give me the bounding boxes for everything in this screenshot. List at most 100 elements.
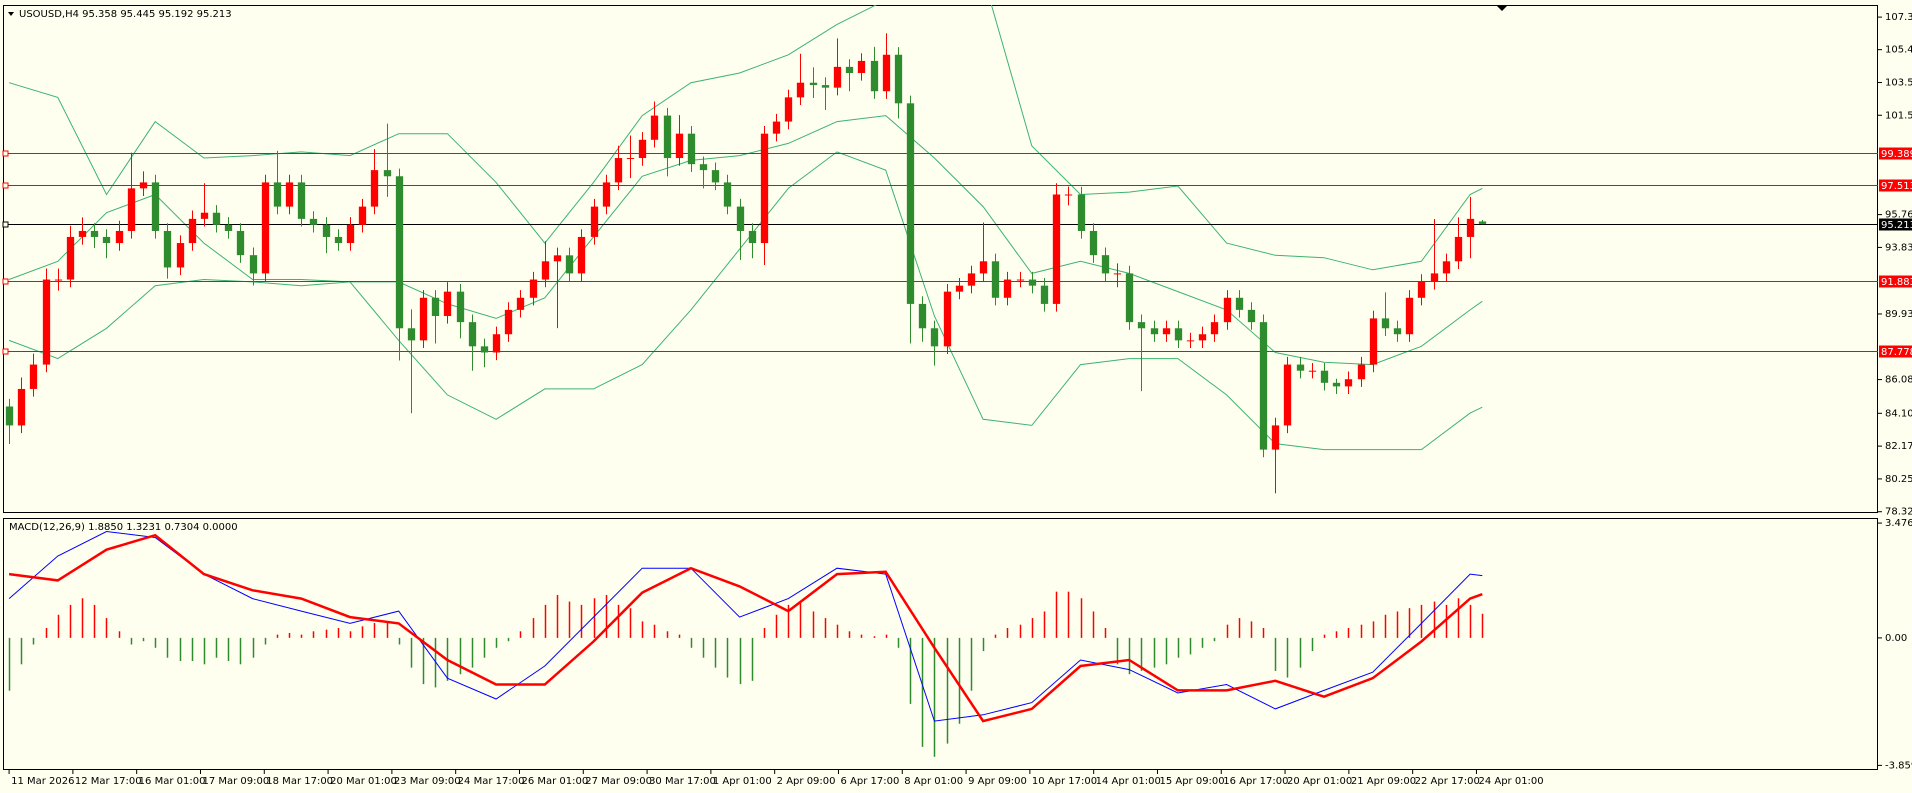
x-tick-label: 21 Apr 09:00: [1351, 776, 1416, 787]
candle-body: [930, 328, 939, 347]
x-tick-label: 2 Apr 09:00: [777, 776, 836, 787]
level-marker: [2, 150, 9, 157]
x-tick-label: 14 Apr 01:00: [1096, 776, 1161, 787]
candle-body: [553, 255, 562, 262]
candle-body: [1369, 318, 1378, 365]
candle-body: [1247, 309, 1256, 323]
candle-body: [1210, 322, 1219, 335]
candle-body: [504, 309, 513, 335]
candle-body: [346, 224, 355, 244]
menu-arrow: [8, 12, 14, 16]
candle-body: [273, 182, 282, 207]
candle-body: [1028, 279, 1037, 286]
candle-body: [1223, 297, 1232, 323]
candle-body: [1162, 328, 1171, 335]
level-marker: [2, 348, 9, 355]
candle-body: [1417, 281, 1426, 298]
candle-body: [1344, 379, 1353, 387]
candle-body: [1150, 328, 1159, 335]
candle-body: [1454, 236, 1463, 262]
candle-body: [1052, 194, 1061, 304]
candle-body: [602, 182, 611, 207]
level-marker: [2, 182, 9, 189]
candle-body: [29, 364, 38, 389]
candle-body: [663, 115, 672, 159]
candle-body: [711, 170, 720, 183]
candle-body: [1003, 279, 1012, 298]
candle-body: [1283, 364, 1292, 426]
candle-body: [188, 218, 197, 244]
level-label: 91.883: [1881, 277, 1912, 288]
candle-body: [626, 158, 635, 160]
shift-marker: [1496, 5, 1508, 11]
y-tick-label: 78.325: [1885, 507, 1912, 518]
candle-body: [784, 97, 793, 122]
candle-body: [870, 60, 879, 92]
candle-body: [1174, 328, 1183, 341]
x-tick-label: 9 Apr 09:00: [968, 776, 1027, 787]
candle-body: [918, 303, 927, 329]
x-tick-label: 1 Apr 01:00: [713, 776, 772, 787]
candle-body: [736, 206, 745, 231]
candle-body: [200, 212, 209, 219]
candle-body: [212, 212, 221, 225]
y-tick-label: 105.44: [1885, 45, 1912, 56]
candle-body: [1064, 194, 1073, 196]
candle-body: [1320, 370, 1329, 383]
level-label: 87.778: [1881, 347, 1912, 358]
candle-body: [5, 406, 14, 426]
candle-body: [1077, 194, 1086, 231]
candle-body: [249, 255, 258, 274]
y-tick-label: 107.35: [1885, 12, 1912, 23]
y-tick-label: 95.760: [1885, 210, 1912, 221]
candle-body: [90, 230, 99, 237]
candle-body: [638, 139, 647, 159]
candle-body: [1381, 318, 1390, 329]
candle-body: [1016, 279, 1025, 281]
candle-body: [383, 170, 392, 177]
candle-body: [370, 170, 379, 207]
candle-body: [334, 236, 343, 244]
candle-body: [17, 388, 26, 426]
candle-body: [54, 279, 63, 281]
y-tick-label: 101.59: [1885, 110, 1912, 121]
candle-body: [1186, 340, 1195, 342]
candle-body: [309, 218, 318, 225]
candle-body: [590, 206, 599, 237]
x-tick-label: 11 Mar 2026: [11, 776, 74, 787]
x-tick-label: 16 Apr 17:00: [1223, 776, 1288, 787]
candle-body: [1089, 230, 1098, 256]
candle-body: [492, 334, 501, 353]
candle-body: [163, 230, 172, 268]
candle-body: [78, 230, 87, 237]
candle-body: [1113, 273, 1122, 275]
y-tick-label: -3.8599: [1885, 760, 1912, 771]
candle-body: [906, 103, 915, 304]
candle-body: [529, 279, 538, 298]
x-tick-label: 15 Apr 09:00: [1159, 776, 1224, 787]
candle-body: [967, 273, 976, 286]
x-tick-label: 17 Mar 09:00: [202, 776, 269, 787]
candle-body: [176, 243, 185, 268]
candle-body: [1271, 425, 1280, 450]
candle-body: [1393, 328, 1402, 335]
level-label-box: [1879, 345, 1912, 358]
candle-body: [516, 297, 525, 310]
candle-body: [102, 236, 111, 244]
x-tick-label: 30 Mar 17:00: [649, 776, 716, 787]
level-marker: [2, 278, 9, 285]
candle-body: [395, 176, 404, 329]
level-label-box: [1879, 147, 1912, 160]
candle-body: [577, 236, 586, 274]
candle-body: [236, 230, 245, 256]
candle-body: [1125, 273, 1134, 323]
candle-body: [224, 224, 233, 231]
candle-body: [565, 255, 574, 274]
candle-body: [358, 206, 367, 225]
candle-body: [1137, 322, 1146, 329]
y-tick-label: 0.00: [1885, 633, 1907, 644]
chart-title: USOUSD,H4 95.358 95.445 95.192 95.213: [19, 9, 232, 20]
x-tick-label: 10 Apr 17:00: [1032, 776, 1097, 787]
